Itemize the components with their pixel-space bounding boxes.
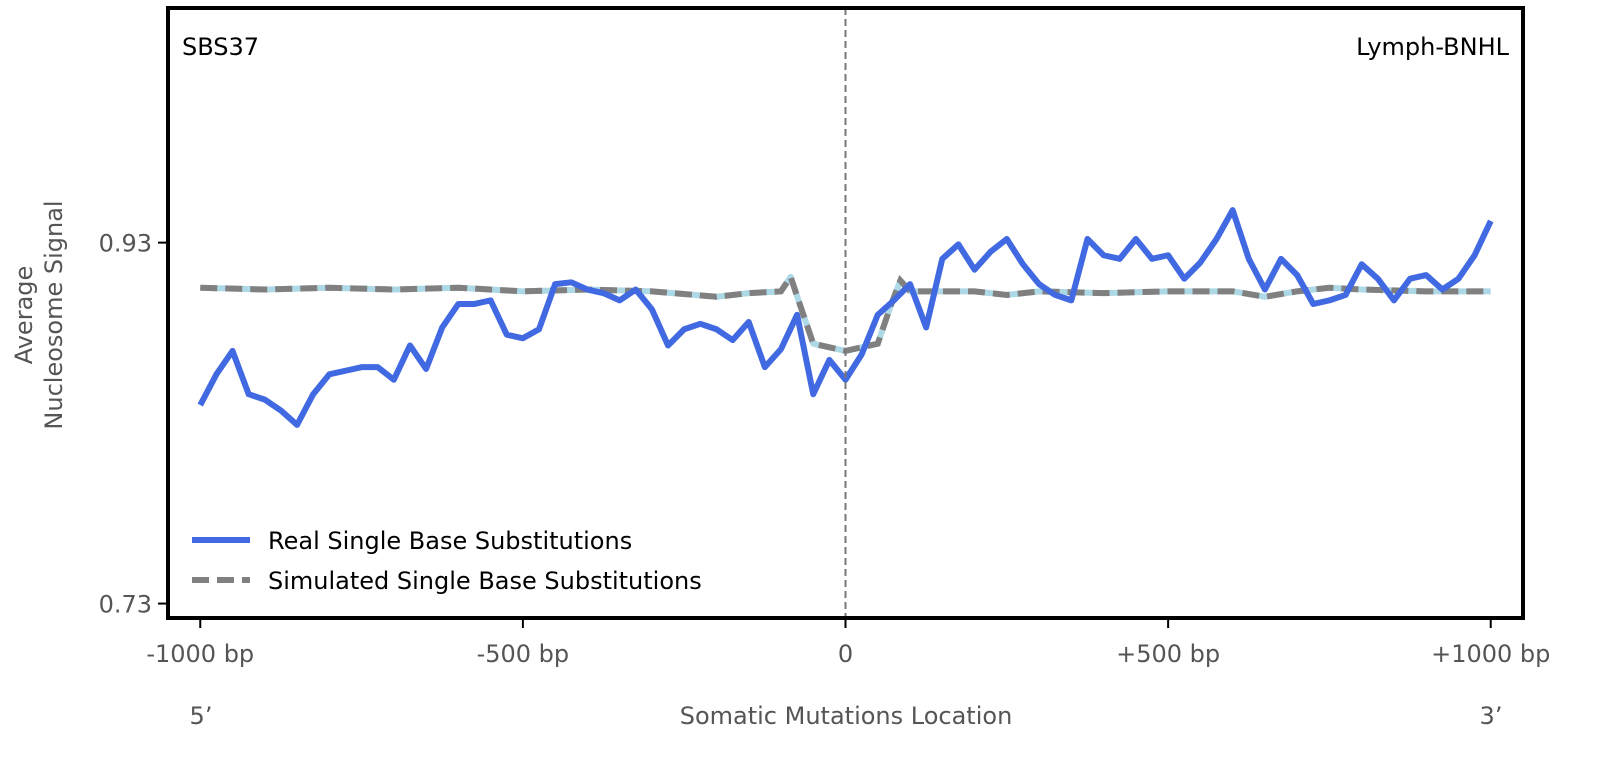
y-tick-label: 0.93 [99, 230, 152, 258]
real-series-line [197, 207, 1494, 428]
legend-label-simulated: Simulated Single Base Substitutions [268, 567, 702, 595]
y-axis-label-line2: Nucleosome Signal [40, 200, 68, 429]
x-tick-label: +1000 bp [1431, 640, 1550, 668]
plot-lines [197, 207, 1494, 428]
x-tick-label: +500 bp [1116, 640, 1220, 668]
legend: Real Single Base Substitutions Simulated… [192, 527, 702, 595]
y-axis-label-line1: Average [10, 266, 38, 365]
legend-label-real: Real Single Base Substitutions [268, 527, 632, 555]
x-tick-label: 0 [838, 640, 853, 668]
x-tick-label: -500 bp [477, 640, 570, 668]
x-axis-label: Somatic Mutations Location [680, 702, 1013, 730]
axis-ticks: -1000 bp -500 bp 0 +500 bp +1000 bp 0.93 0.73 [99, 230, 1551, 668]
simulated-series-line [200, 270, 1491, 354]
y-tick-label: 0.73 [99, 591, 152, 619]
x-tick-label: -1000 bp [146, 640, 254, 668]
annotation-signature: SBS37 [182, 33, 259, 61]
three-prime-label: 3’ [1480, 702, 1503, 730]
annotation-cancer-type: Lymph-BNHL [1356, 33, 1509, 61]
five-prime-label: 5’ [190, 702, 213, 730]
